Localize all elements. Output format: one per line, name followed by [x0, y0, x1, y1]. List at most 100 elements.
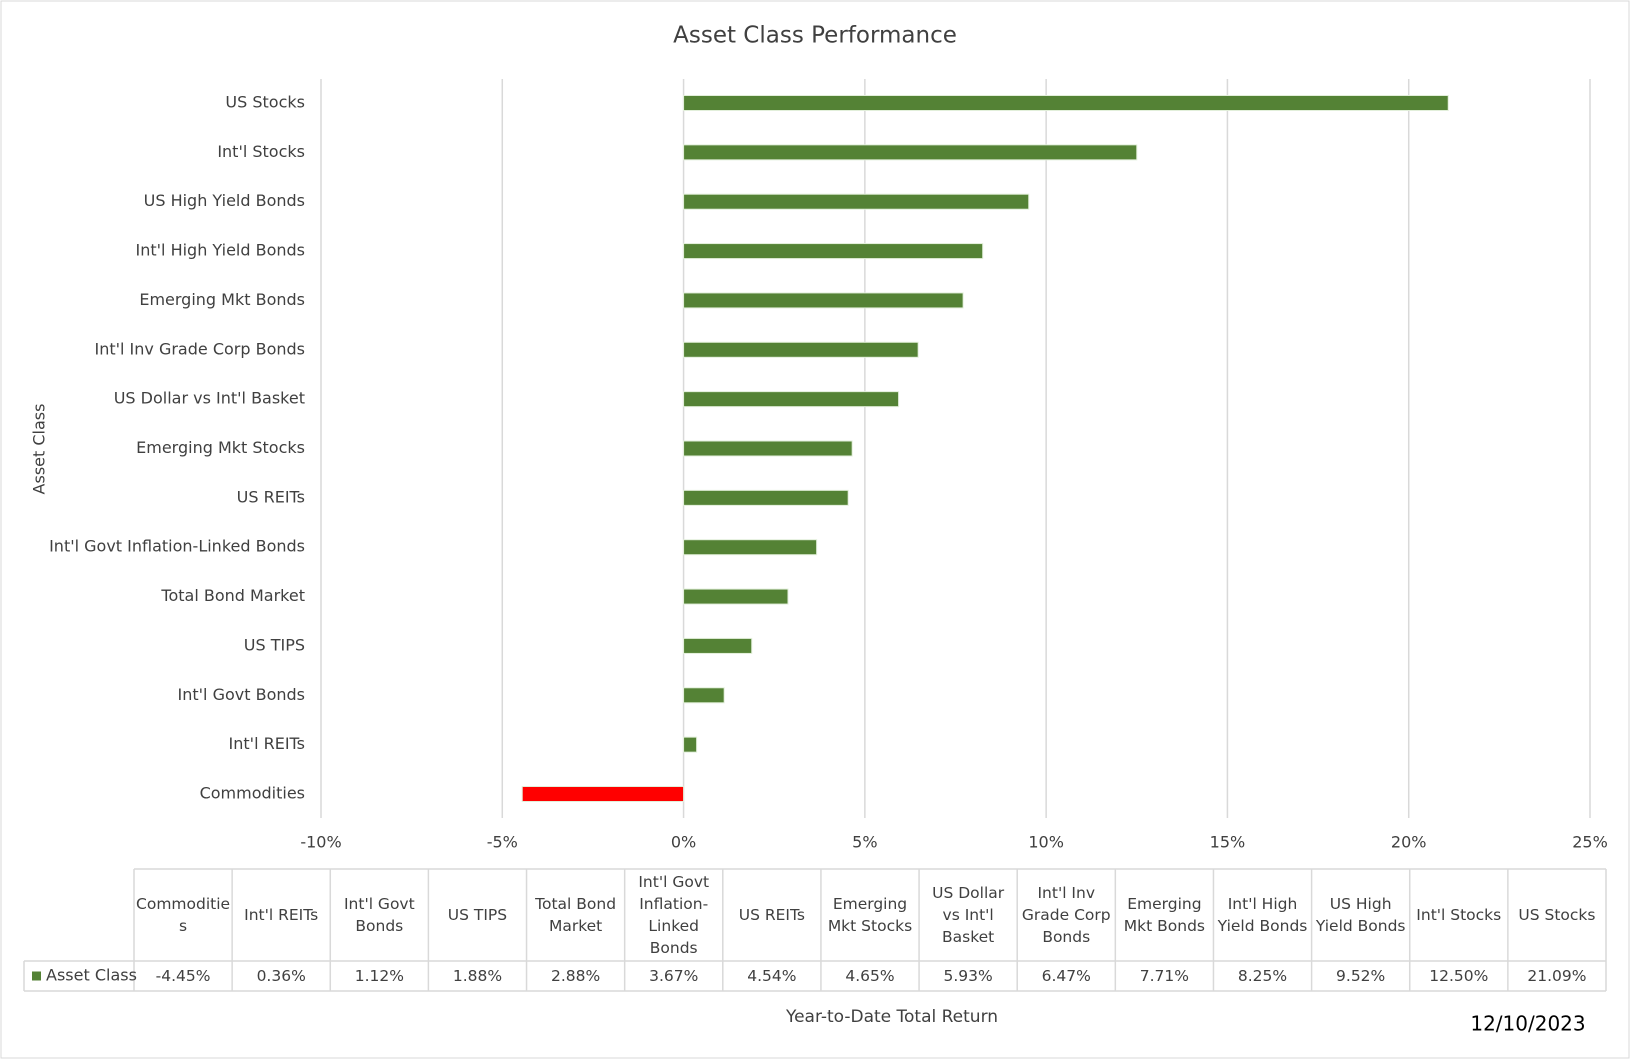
y-tick-label: Int'l Inv Grade Corp Bonds — [94, 339, 305, 358]
y-tick-label: Int'l High Yield Bonds — [136, 241, 306, 260]
x-tick-label: 20% — [1391, 833, 1427, 852]
table-header-box: Int'l Govt Inflation-Linked Bonds — [638, 873, 710, 957]
table-header-box: Int'l Govt Bonds — [343, 895, 415, 935]
table-value-box: 8.25% — [1237, 967, 1288, 985]
bar — [683, 292, 964, 309]
table-header: Emerging Mkt Bonds — [1123, 895, 1205, 935]
x-tick-label: 15% — [1210, 833, 1246, 852]
table-header: Int'l Govt Bonds — [343, 895, 415, 935]
bar — [683, 588, 789, 605]
x-tick-label: -5% — [487, 833, 518, 852]
table-value-box: 4.65% — [845, 967, 895, 985]
table-value-box: 12.50% — [1429, 967, 1489, 985]
table-header: Int'l Govt Inflation-Linked Bonds — [638, 873, 710, 957]
table-value: 9.52% — [1336, 967, 1386, 985]
table-value-box: 9.52% — [1336, 967, 1386, 985]
table-header: Int'l REITs — [244, 906, 319, 924]
bar — [683, 193, 1030, 210]
table-value: 0.36% — [256, 967, 306, 985]
y-tick-label: US High Yield Bonds — [144, 191, 305, 210]
y-tick-label: Int'l Stocks — [217, 142, 305, 161]
table-header: Int'l Inv Grade Corp Bonds — [1021, 884, 1111, 946]
table-header-box: Emerging Mkt Bonds — [1123, 895, 1205, 935]
table-value: 7.71% — [1139, 967, 1190, 985]
table-value: 4.54% — [747, 967, 797, 985]
table-header-box: US High Yield Bonds — [1315, 895, 1406, 935]
bar — [683, 539, 818, 556]
y-tick-label: Int'l REITs — [229, 734, 305, 753]
date-annotation: 12/10/2023 — [1470, 1012, 1585, 1036]
table-header: Int'l High Yield Bonds — [1217, 895, 1308, 935]
table-value: -4.45% — [155, 967, 211, 985]
table-value-box: 4.54% — [747, 967, 797, 985]
table-header-box: Int'l High Yield Bonds — [1217, 895, 1308, 935]
x-tick-label: 10% — [1028, 833, 1064, 852]
bar — [683, 489, 849, 506]
bar — [683, 95, 1449, 111]
table-value: 12.50% — [1429, 967, 1489, 985]
y-tick-label: Total Bond Market — [160, 586, 305, 605]
chart-title: Asset Class Performance — [673, 23, 957, 49]
table-header: US Dollar vs Int'l Basket — [932, 884, 1005, 946]
x-tick-label: 25% — [1572, 833, 1608, 852]
table-value-box: 3.67% — [649, 967, 699, 985]
x-tick-label: -10% — [300, 833, 341, 852]
table-value-box: 2.88% — [550, 967, 601, 985]
table-header-box: Int'l REITs — [244, 906, 319, 924]
table-value: 1.88% — [452, 967, 503, 985]
table-value: 2.88% — [550, 967, 601, 985]
table-value-box: 1.88% — [452, 967, 503, 985]
table-value-box: 0.36% — [256, 967, 306, 985]
x-tick-label: 0% — [671, 833, 696, 852]
table-header: US Stocks — [1518, 906, 1596, 924]
bar — [683, 391, 900, 408]
table-value: 5.93% — [943, 967, 993, 985]
bar — [683, 687, 725, 704]
y-tick-label: US TIPS — [244, 635, 305, 654]
table-value-box: -4.45% — [155, 967, 211, 985]
table-header: Total Bond Market — [535, 895, 617, 935]
table-header-box: Emerging Mkt Stocks — [827, 895, 913, 935]
y-axis-label: Asset Class — [30, 404, 49, 495]
table-header: Emerging Mkt Stocks — [827, 895, 913, 935]
table-value-box: 1.12% — [355, 967, 404, 985]
table-value-box: 7.71% — [1139, 967, 1190, 985]
table-value-box: 6.47% — [1041, 967, 1091, 985]
legend-swatch — [32, 971, 41, 981]
x-tick-label: 5% — [852, 833, 877, 852]
bar — [683, 243, 984, 260]
table-value: 6.47% — [1041, 967, 1091, 985]
y-tick-label: Emerging Mkt Bonds — [139, 290, 305, 309]
table-value: 3.67% — [649, 967, 699, 985]
y-tick-label: Commodities — [200, 784, 305, 803]
bar — [521, 786, 685, 802]
bar — [683, 637, 753, 654]
table-header-box: Total Bond Market — [535, 895, 617, 935]
y-tick-label: US Dollar vs Int'l Basket — [114, 389, 305, 408]
table-value: 4.65% — [845, 967, 895, 985]
legend-label: Asset Class — [46, 966, 137, 985]
bar — [683, 736, 698, 753]
x-axis-label: Year-to-Date Total Return — [785, 1007, 998, 1027]
y-tick-label: Int'l Govt Inflation-Linked Bonds — [49, 537, 305, 556]
table-value-box: 5.93% — [943, 967, 993, 985]
table-header-box: US Stocks — [1518, 906, 1596, 924]
table-header: US TIPS — [447, 906, 508, 924]
table-header: Int'l Stocks — [1416, 906, 1502, 924]
table-header-box: US REITs — [739, 906, 805, 924]
table-header-box: US TIPS — [447, 906, 508, 924]
table-header: Commodities — [136, 895, 231, 935]
table-header: US High Yield Bonds — [1315, 895, 1406, 935]
table-header-box: Int'l Stocks — [1416, 906, 1502, 924]
bar — [683, 341, 919, 358]
table-value: 21.09% — [1527, 967, 1587, 985]
bar — [683, 144, 1138, 161]
table-value: 8.25% — [1237, 967, 1288, 985]
table-header-box: Int'l Inv Grade Corp Bonds — [1021, 884, 1111, 946]
y-tick-label: Int'l Govt Bonds — [178, 685, 305, 704]
y-tick-label: Emerging Mkt Stocks — [136, 438, 305, 457]
bar — [683, 440, 853, 457]
y-tick-label: US Stocks — [225, 93, 305, 112]
